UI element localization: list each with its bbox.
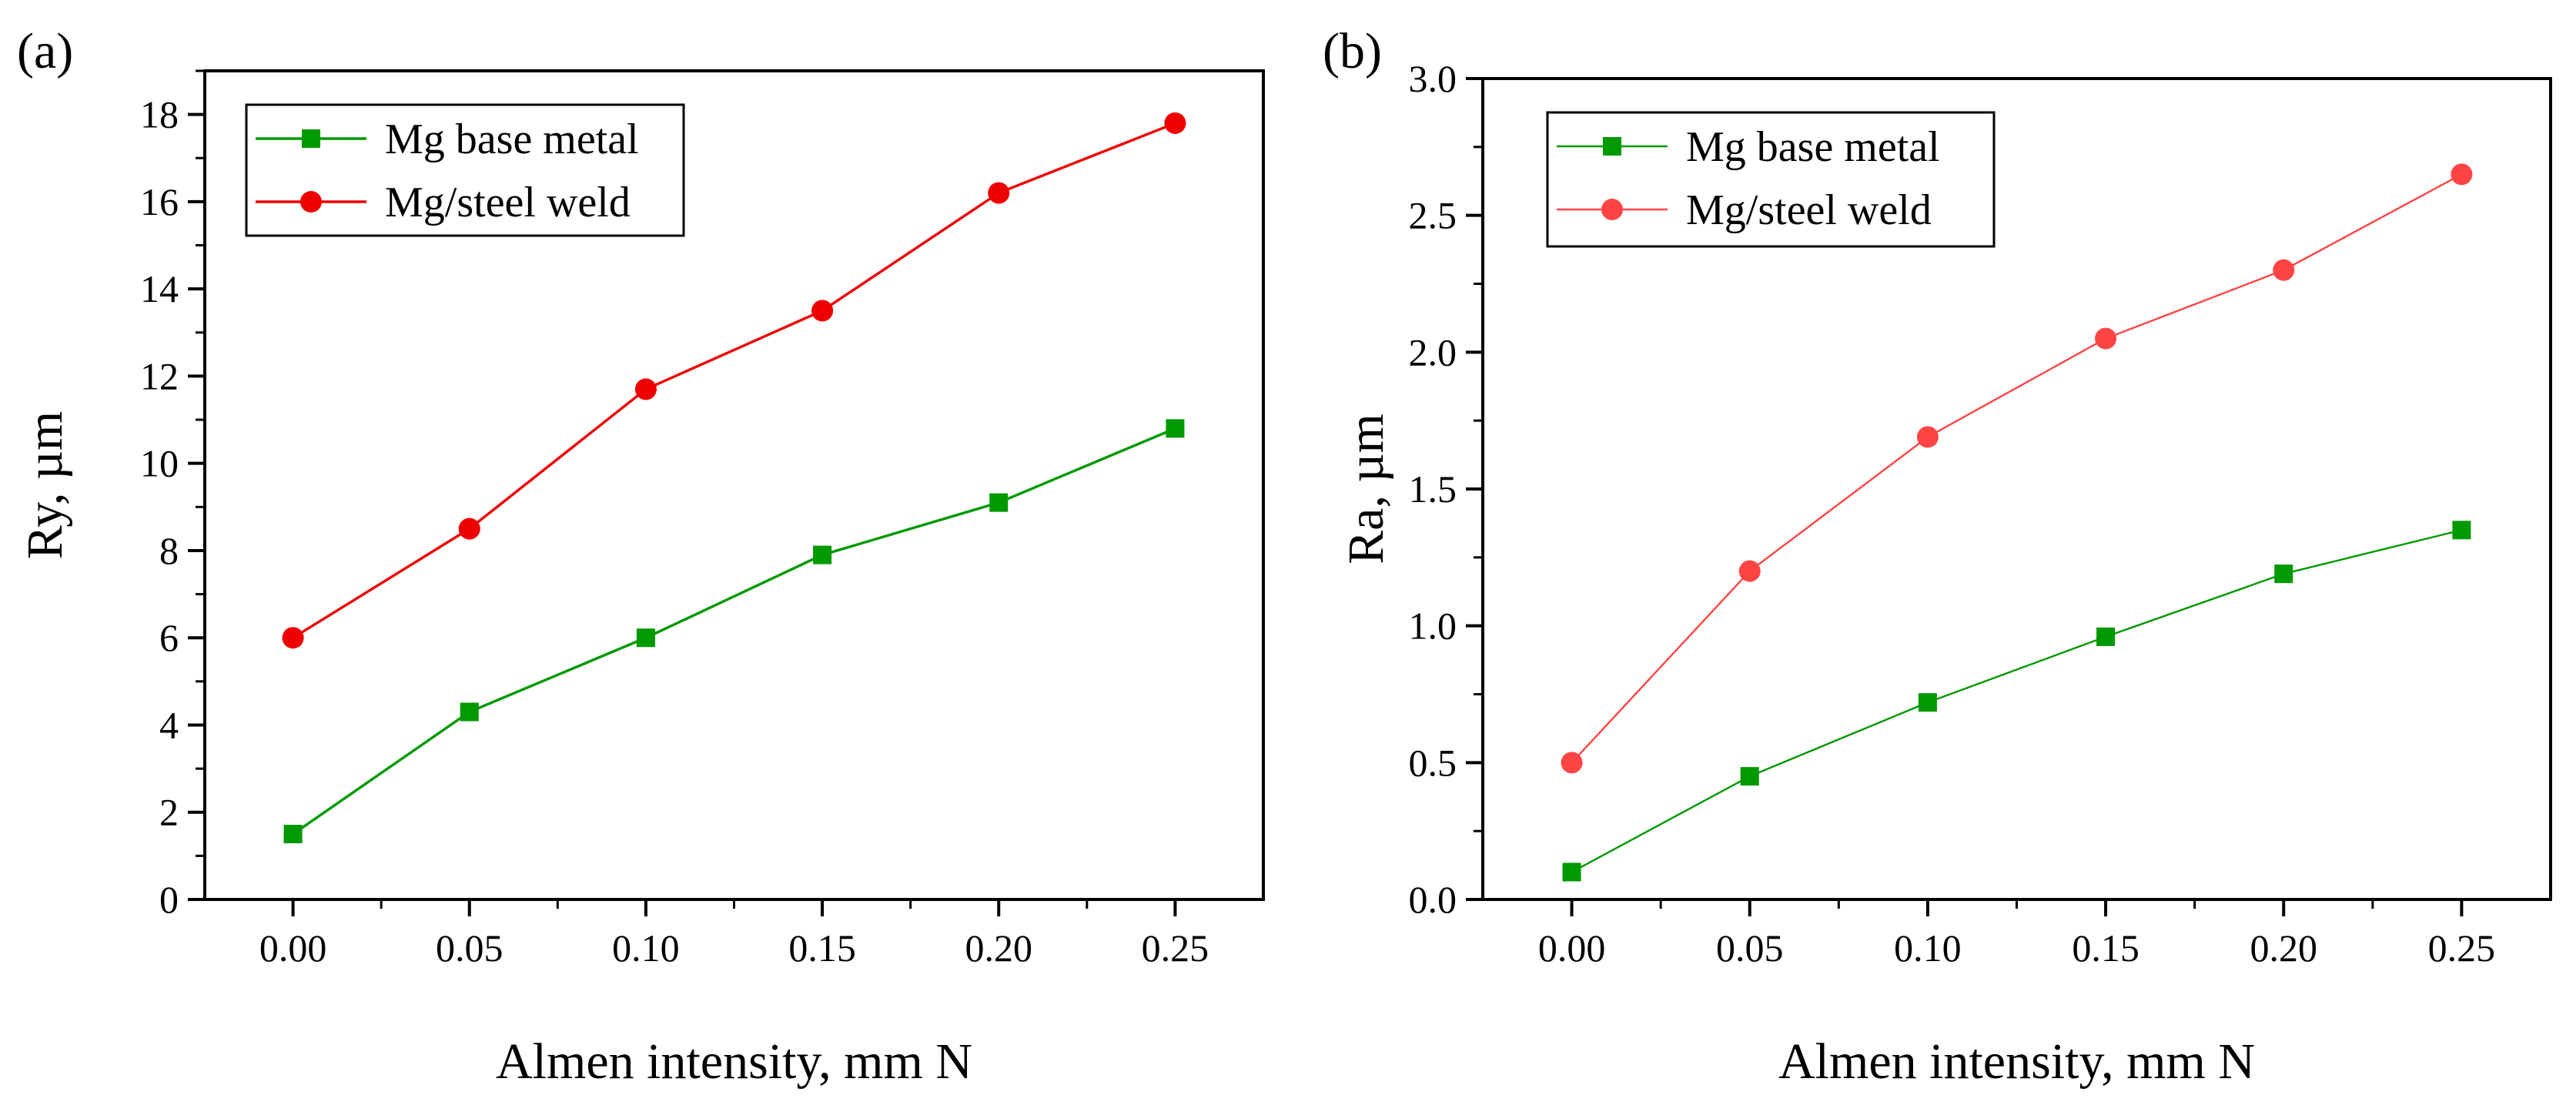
legend-marker-square bbox=[302, 129, 320, 148]
data-point-weld bbox=[1164, 112, 1186, 134]
y-tick-label: 16 bbox=[140, 180, 179, 223]
data-point-weld bbox=[1916, 426, 1939, 448]
x-tick-label: 0.00 bbox=[1538, 926, 1606, 970]
x-tick-label: 0.10 bbox=[612, 926, 680, 970]
legend-marker-circle bbox=[300, 191, 322, 213]
data-point-base-metal bbox=[2096, 627, 2116, 646]
y-tick-label: 2.0 bbox=[1409, 330, 1457, 373]
x-tick-label: 0.05 bbox=[436, 926, 503, 970]
x-axis-label: Almen intensity, mm N bbox=[1778, 1033, 2255, 1090]
y-axis-label: Ry, µm bbox=[17, 411, 73, 559]
series-line-base-metal bbox=[1571, 529, 2462, 873]
data-point-weld bbox=[2273, 259, 2295, 281]
legend-label: Mg base metal bbox=[385, 116, 639, 163]
data-point-base-metal bbox=[989, 493, 1009, 512]
x-tick-label: 0.20 bbox=[2250, 926, 2318, 970]
data-point-base-metal bbox=[460, 702, 479, 722]
y-tick-label: 6 bbox=[159, 616, 179, 659]
legend-label: Mg/steel weld bbox=[1686, 186, 1932, 234]
y-tick-label: 1.0 bbox=[1409, 605, 1457, 648]
chart-panel-a: (a) 0 2 4 6 8 10 12 14 16 18 0.00 0.05 0.10 0.15 0.20 0.… bbox=[17, 23, 1265, 1090]
data-point-base-metal bbox=[283, 825, 303, 844]
data-point-weld bbox=[2451, 163, 2473, 186]
y-tick-label: 8 bbox=[159, 529, 179, 572]
y-tick-label: 4 bbox=[159, 703, 179, 746]
data-point-base-metal bbox=[1562, 862, 1581, 882]
y-tick-label: 2.5 bbox=[1409, 194, 1457, 237]
series-line-weld bbox=[1571, 173, 2462, 764]
x-tick-label: 0.15 bbox=[2072, 926, 2139, 970]
data-point-base-metal bbox=[813, 545, 832, 564]
y-axis-label: Ra, µm bbox=[1338, 414, 1394, 564]
y-tick-label: 0 bbox=[159, 878, 179, 921]
legend-box bbox=[245, 103, 685, 237]
x-tick-label: 0.25 bbox=[2428, 926, 2496, 970]
y-tick-label: 3.0 bbox=[1409, 57, 1457, 100]
y-tick-label: 14 bbox=[140, 267, 179, 310]
y-tick-label: 12 bbox=[140, 354, 179, 397]
x-tick-label: 0.20 bbox=[965, 926, 1033, 970]
panel-label: (b) bbox=[1323, 23, 1382, 79]
legend-marker-circle bbox=[1601, 199, 1623, 220]
y-tick-label: 10 bbox=[140, 442, 179, 485]
data-point-weld bbox=[634, 378, 657, 400]
x-tick-label: 0.00 bbox=[259, 926, 327, 970]
x-tick-label: 0.10 bbox=[1894, 926, 1962, 970]
data-point-weld bbox=[458, 517, 480, 540]
y-tick-label: 0.0 bbox=[1409, 878, 1457, 921]
data-point-weld bbox=[2095, 327, 2117, 350]
data-point-base-metal bbox=[2274, 564, 2293, 584]
legend-label: Mg/steel weld bbox=[385, 179, 631, 226]
data-point-base-metal bbox=[636, 628, 655, 648]
data-point-base-metal bbox=[2452, 521, 2471, 540]
y-tick-label: 18 bbox=[140, 93, 179, 136]
y-tick-label: 0.5 bbox=[1409, 741, 1457, 784]
x-tick-label: 0.25 bbox=[1142, 926, 1209, 970]
legend-box bbox=[1546, 111, 1996, 248]
data-point-weld bbox=[811, 300, 834, 322]
x-tick-label: 0.15 bbox=[788, 926, 856, 970]
series-line-base-metal bbox=[292, 427, 1176, 836]
y-tick-label: 2 bbox=[159, 791, 179, 834]
x-tick-label: 0.05 bbox=[1716, 926, 1784, 970]
legend-label: Mg base metal bbox=[1686, 123, 1940, 171]
data-point-base-metal bbox=[1740, 767, 1759, 786]
data-point-base-metal bbox=[1918, 693, 1937, 712]
data-point-weld bbox=[988, 182, 1010, 204]
chart-panel-b: (b) 0.0 0.5 1.0 1.5 2.0 2.5 3.0 0.00 0.05 0.10 0.15… bbox=[1323, 23, 2552, 1090]
panel-label: (a) bbox=[17, 23, 73, 79]
data-point-weld bbox=[1738, 560, 1761, 582]
y-tick-label: 1.5 bbox=[1409, 467, 1457, 511]
x-axis-label: Almen intensity, mm N bbox=[496, 1033, 972, 1090]
data-point-weld bbox=[282, 627, 304, 649]
legend-marker-square bbox=[1603, 137, 1621, 156]
data-point-weld bbox=[1561, 752, 1583, 774]
data-point-base-metal bbox=[1166, 419, 1185, 438]
series-line-weld bbox=[292, 122, 1176, 639]
